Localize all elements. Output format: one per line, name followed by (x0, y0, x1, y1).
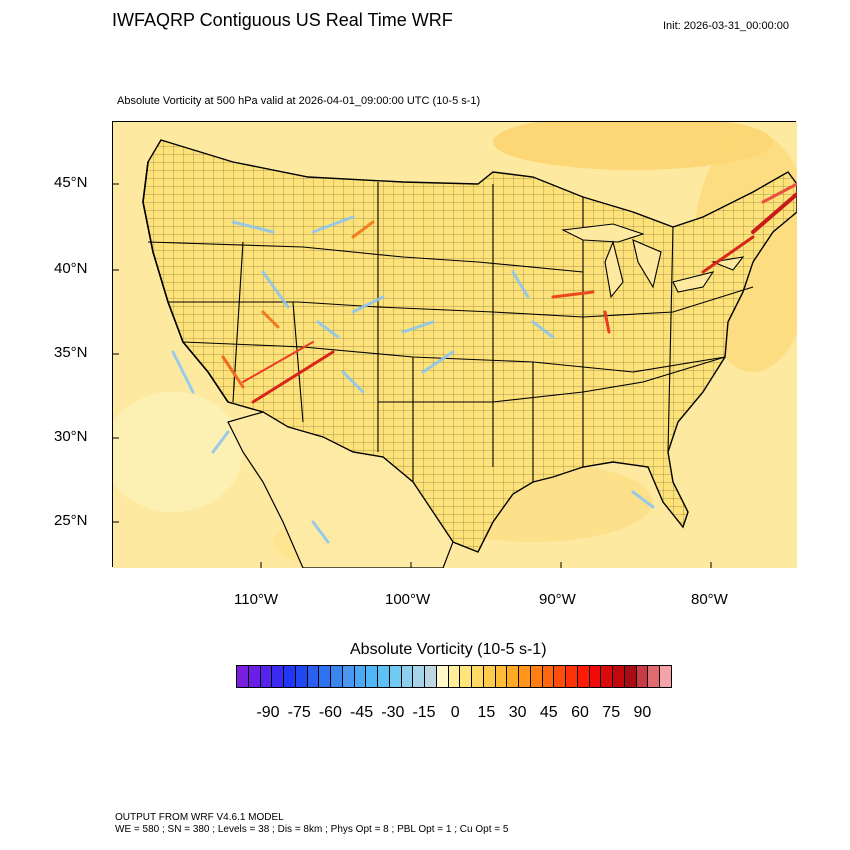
colorbar-swatch (354, 666, 367, 687)
field-patch (113, 392, 243, 512)
colorbar-swatch (648, 666, 660, 687)
colorbar-swatch (389, 666, 402, 687)
colorbar-swatch (307, 666, 320, 687)
colorbar-tick-label: -15 (412, 704, 436, 721)
colorbar-swatch (260, 666, 273, 687)
colorbar-swatch (425, 666, 437, 687)
colorbar-swatch (448, 666, 461, 687)
colorbar-swatch (601, 666, 613, 687)
positive-vorticity-streaks (221, 182, 797, 404)
colorbar-swatch (272, 666, 284, 687)
colorbar-tick-label: 30 (508, 704, 527, 721)
lat-label-35n: 35°N (54, 344, 88, 361)
colorbar-swatch (237, 666, 249, 687)
lat-label-25n: 25°N (54, 512, 88, 529)
colorbar-swatch (460, 666, 472, 687)
colorbar-tick-label: -75 (287, 704, 311, 721)
colorbar-tick-label: 15 (477, 704, 496, 721)
map-canvas (113, 122, 797, 568)
colorbar-swatch (413, 666, 425, 687)
colorbar-swatch (519, 666, 531, 687)
pacific-coastline (142, 161, 229, 403)
colorbar-swatch (507, 666, 519, 687)
colorbar-swatch (483, 666, 496, 687)
colorbar-swatch (613, 666, 625, 687)
colorbar-title: Absolute Vorticity (10-5 s-1) (350, 641, 547, 658)
colorbar-swatch (331, 666, 343, 687)
colorbar-swatch (378, 666, 390, 687)
colorbar (236, 665, 672, 688)
colorbar-swatch (342, 666, 355, 687)
colorbar-tick-label: -90 (256, 704, 280, 721)
colorbar-swatch (295, 666, 308, 687)
footer-model-line: OUTPUT FROM WRF V4.6.1 MODEL (115, 812, 284, 823)
mexico-landmass (227, 411, 454, 568)
colorbar-swatch (589, 666, 602, 687)
colorbar-swatch (554, 666, 566, 687)
lat-label-30n: 30°N (54, 428, 88, 445)
negative-vorticity-streaks (171, 215, 655, 544)
colorbar-swatch (319, 666, 331, 687)
colorbar-tick-label: -60 (318, 704, 342, 721)
colorbar-swatch (542, 666, 555, 687)
colorbar-swatch (248, 666, 261, 687)
colorbar-swatch (436, 666, 449, 687)
colorbar-swatch (636, 666, 649, 687)
lon-label-90w: 90°W (539, 591, 576, 608)
colorbar-tick-label: -30 (381, 704, 405, 721)
colorbar-swatch (284, 666, 296, 687)
colorbar-swatch (660, 666, 671, 687)
vorticity-map (112, 121, 797, 568)
lat-label-40n: 40°N (54, 260, 88, 277)
colorbar-tick-label: -45 (350, 704, 374, 721)
colorbar-swatch (366, 666, 378, 687)
footer-config-line: WE = 580 ; SN = 380 ; Levels = 38 ; Dis … (115, 824, 509, 835)
great-lakes (561, 223, 745, 299)
state-borders (147, 182, 754, 482)
colorbar-swatch (530, 666, 543, 687)
colorbar-tick-label: 75 (602, 704, 621, 721)
colorbar-tick-label: 90 (633, 704, 652, 721)
colorbar-tick-labels: -90 -75 -60 -45 -30 -15 0 15 30 45 60 75 90 (236, 704, 672, 724)
lat-label-45n: 45°N (54, 174, 88, 191)
colorbar-tick-label: 60 (571, 704, 589, 721)
field-patch (493, 122, 773, 170)
init-time-label: Init: 2026-03-31_00:00:00 (663, 20, 789, 32)
axis-ticks (113, 183, 712, 568)
colorbar-swatch (495, 666, 508, 687)
colorbar-tick-label: 45 (539, 704, 558, 721)
colorbar-swatch (624, 666, 637, 687)
colorbar-swatch (566, 666, 578, 687)
lon-label-110w: 110°W (234, 591, 279, 608)
colorbar-swatch (472, 666, 484, 687)
colorbar-swatch (401, 666, 414, 687)
figure-title: IWFAQRP Contiguous US Real Time WRF (112, 10, 453, 30)
field-subtitle: Absolute Vorticity at 500 hPa valid at 2… (117, 95, 481, 107)
colorbar-tick-label: 0 (450, 704, 460, 721)
colorbar-swatch (577, 666, 590, 687)
lon-label-80w: 80°W (691, 591, 728, 608)
lon-label-100w: 100°W (385, 591, 431, 608)
